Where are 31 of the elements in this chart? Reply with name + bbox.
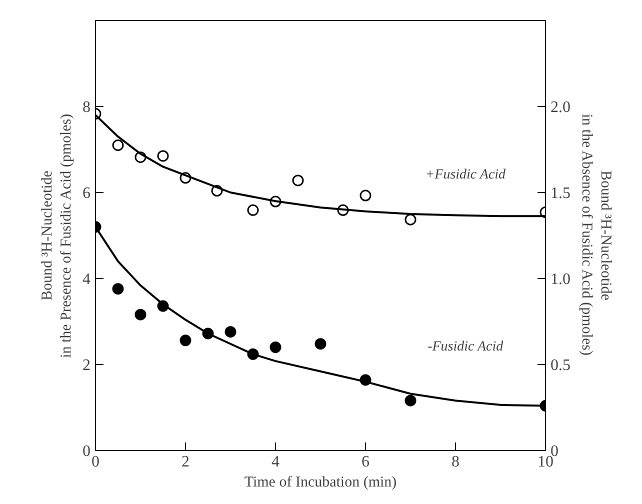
point	[404, 214, 416, 226]
annotation: -Fusidic Acid	[428, 340, 504, 354]
point	[292, 174, 304, 186]
y-tick-label: 8	[82, 99, 90, 116]
point	[314, 338, 326, 350]
point	[134, 308, 146, 320]
x-tick-label: 8	[452, 454, 460, 470]
point	[112, 139, 124, 151]
x-tick-label: 2	[182, 454, 190, 470]
y-tick-label: 6	[82, 185, 90, 202]
point	[180, 334, 192, 346]
point	[112, 283, 124, 295]
y-tick-label: 0	[82, 443, 90, 460]
point	[157, 150, 169, 162]
point	[404, 394, 416, 406]
point	[270, 342, 282, 354]
x-tick-label: 4	[272, 454, 280, 470]
y-axis-title: Bound ³H-Nucleotide in the Presence of Fusidic Acid (pmoles)	[39, 114, 74, 358]
y-tick-label: 4	[82, 271, 90, 288]
y2-tick-label: 1.5	[550, 185, 570, 202]
y2-tick-label: 2.0	[550, 99, 570, 116]
point	[224, 326, 236, 338]
y2-tick-label: 1.0	[550, 271, 570, 288]
x-tick-label: 6	[362, 454, 370, 470]
point	[360, 190, 372, 202]
y2-axis-title: Bound ³H-Nucleotide in the Absence of Fusidic Acid (pmoles)	[578, 114, 614, 356]
annotation: +Fusidic Acid	[425, 168, 507, 182]
y-tick-label: 2	[82, 357, 90, 374]
y2-tick-label: 0.5	[550, 357, 570, 374]
point	[247, 204, 259, 216]
x-axis-title: Time of Incubation (min)	[244, 474, 397, 490]
